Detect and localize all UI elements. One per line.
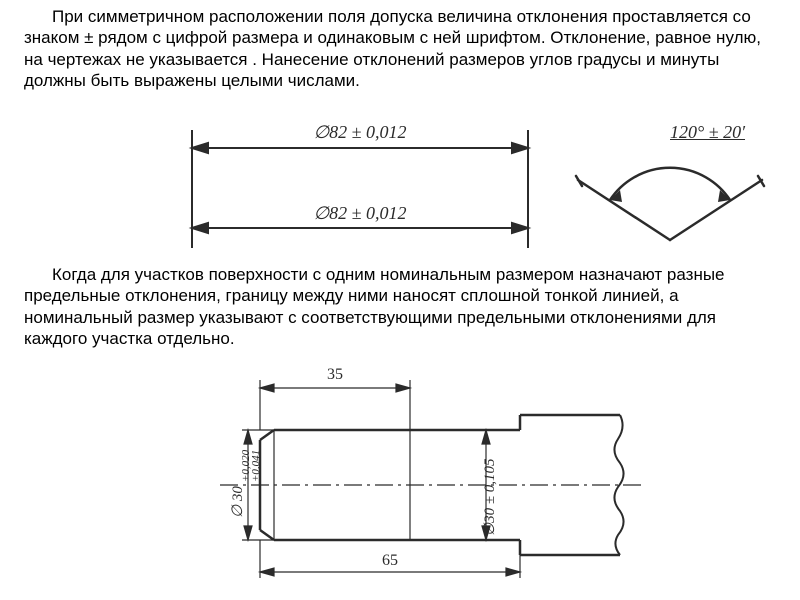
dimension-label-top: ∅82 ± 0,012 bbox=[180, 122, 540, 143]
figure-dimension-lines: ∅82 ± 0,012 ∅82 ± 0,012 bbox=[180, 124, 540, 254]
paragraph-1: При симметричном расположении поля допус… bbox=[24, 6, 776, 91]
figure-shaft-drawing: 35 65 ∅ 30 +0,020 +0,041 ∅30 ± 0,105 bbox=[150, 360, 650, 590]
paragraph-2: Когда для участков поверхности с одним н… bbox=[24, 264, 776, 349]
dimension-length-bottom: 65 bbox=[260, 552, 520, 570]
dimension-diameter-right: ∅30 ± 0,105 bbox=[480, 458, 499, 536]
dimension-diameter-left-lower: +0,041 bbox=[250, 450, 262, 482]
dimension-length-top: 35 bbox=[260, 366, 410, 384]
dimension-label-bottom: ∅82 ± 0,012 bbox=[307, 203, 412, 224]
angle-label: 120° ± 20′ bbox=[670, 122, 745, 143]
dimension-diameter-left-base: ∅ 30 bbox=[228, 486, 247, 518]
figure-angle: 120° ± 20′ bbox=[560, 120, 780, 260]
